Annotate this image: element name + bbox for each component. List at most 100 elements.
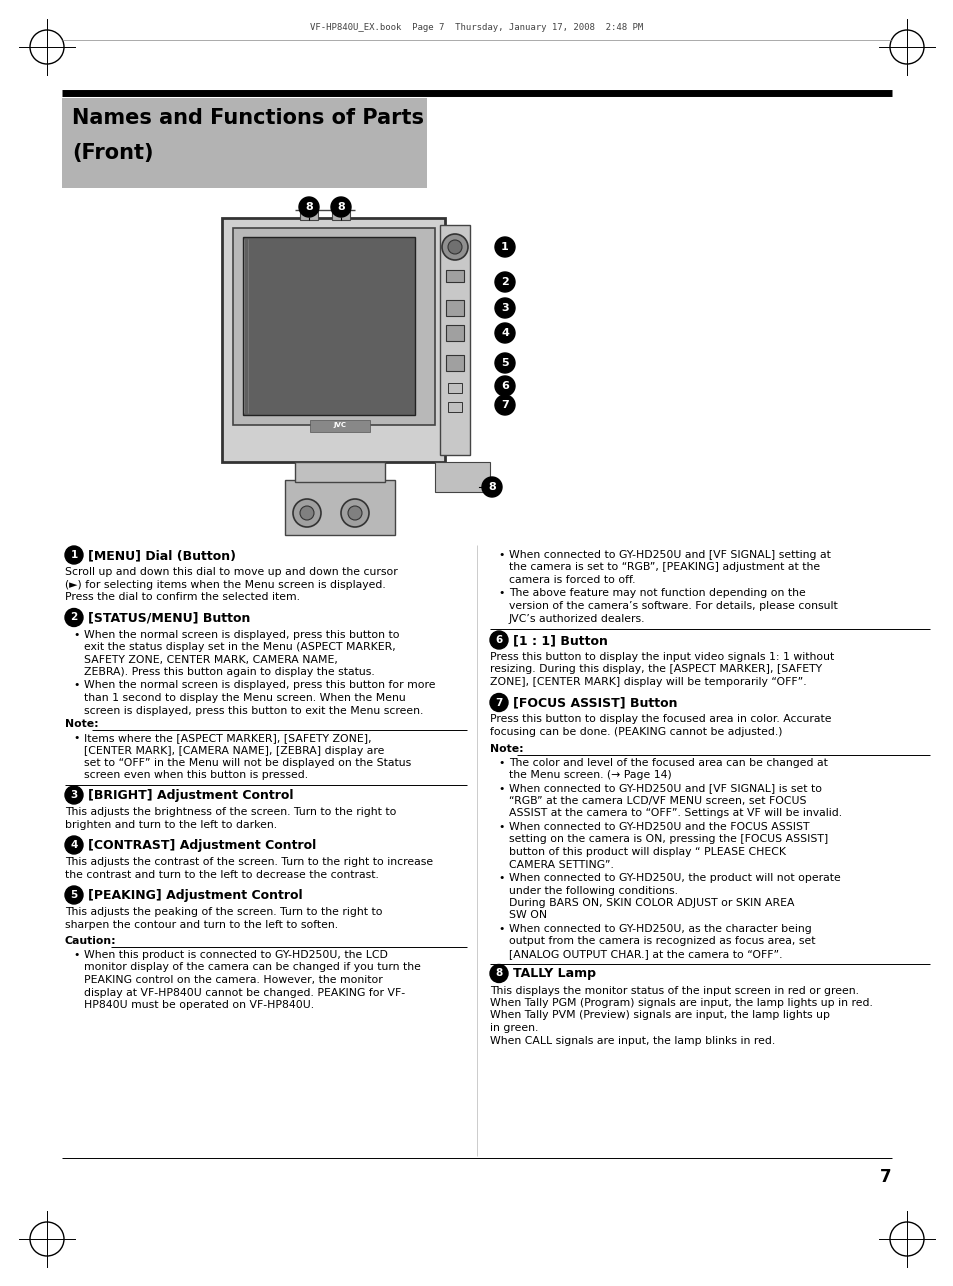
- Text: •: •: [497, 550, 504, 559]
- Text: Press the dial to confirm the selected item.: Press the dial to confirm the selected i…: [65, 592, 299, 602]
- Text: in green.: in green.: [490, 1022, 537, 1033]
- Text: 4: 4: [71, 840, 77, 850]
- Text: The color and level of the focused area can be changed at: The color and level of the focused area …: [509, 757, 827, 768]
- Text: [BRIGHT] Adjustment Control: [BRIGHT] Adjustment Control: [88, 790, 294, 802]
- Circle shape: [490, 631, 507, 649]
- Text: [FOCUS ASSIST] Button: [FOCUS ASSIST] Button: [513, 697, 677, 710]
- Text: When this product is connected to GY-HD250U, the LCD: When this product is connected to GY-HD2…: [84, 950, 388, 961]
- Text: 8: 8: [305, 202, 313, 212]
- Text: CAMERA SETTING”.: CAMERA SETTING”.: [509, 859, 613, 869]
- Text: Note:: Note:: [490, 743, 523, 754]
- Text: brighten and turn to the left to darken.: brighten and turn to the left to darken.: [65, 819, 276, 829]
- Text: version of the camera’s software. For details, please consult: version of the camera’s software. For de…: [509, 601, 837, 611]
- Bar: [243, 237, 415, 415]
- Text: 1: 1: [500, 242, 508, 252]
- Circle shape: [495, 323, 515, 343]
- Text: When Tally PVM (Preview) signals are input, the lamp lights up: When Tally PVM (Preview) signals are inp…: [490, 1011, 829, 1021]
- Text: SW ON: SW ON: [509, 910, 547, 921]
- Circle shape: [495, 352, 515, 373]
- Bar: [446, 325, 463, 341]
- Text: display at VF-HP840U cannot be changed. PEAKING for VF-: display at VF-HP840U cannot be changed. …: [84, 988, 405, 998]
- Text: ASSIST at the camera to “OFF”. Settings at VF will be invalid.: ASSIST at the camera to “OFF”. Settings …: [509, 809, 841, 818]
- Circle shape: [65, 786, 83, 804]
- Text: 7: 7: [500, 400, 508, 410]
- Text: TALLY Lamp: TALLY Lamp: [513, 967, 596, 980]
- Text: “RGB” at the camera LCD/VF MENU screen, set FOCUS: “RGB” at the camera LCD/VF MENU screen, …: [509, 796, 805, 806]
- Text: •: •: [73, 733, 79, 743]
- Circle shape: [65, 886, 83, 904]
- Text: the camera is set to “RGB”, [PEAKING] adjustment at the: the camera is set to “RGB”, [PEAKING] ad…: [509, 562, 820, 572]
- Bar: [439, 225, 470, 455]
- Text: than 1 second to display the Menu screen. When the Menu: than 1 second to display the Menu screen…: [84, 693, 405, 703]
- Circle shape: [441, 234, 468, 260]
- Circle shape: [495, 273, 515, 292]
- Text: When the normal screen is displayed, press this button to: When the normal screen is displayed, pre…: [84, 630, 399, 639]
- Text: 4: 4: [500, 328, 508, 338]
- Text: 5: 5: [71, 890, 77, 900]
- Bar: [435, 462, 490, 493]
- Text: 8: 8: [336, 202, 345, 212]
- Text: The above feature may not function depending on the: The above feature may not function depen…: [509, 589, 805, 598]
- Text: •: •: [73, 680, 79, 691]
- Bar: [285, 480, 395, 535]
- Text: [MENU] Dial (Button): [MENU] Dial (Button): [88, 549, 235, 562]
- Bar: [299, 210, 317, 220]
- Text: 3: 3: [500, 303, 508, 312]
- Circle shape: [495, 376, 515, 396]
- Circle shape: [448, 240, 461, 255]
- Text: set to “OFF” in the Menu will not be displayed on the Status: set to “OFF” in the Menu will not be dis…: [84, 757, 411, 768]
- Text: screen is displayed, press this button to exit the Menu screen.: screen is displayed, press this button t…: [84, 706, 423, 715]
- Text: •: •: [497, 757, 504, 768]
- Text: 2: 2: [71, 612, 77, 622]
- Text: ZEBRA). Press this button again to display the status.: ZEBRA). Press this button again to displ…: [84, 667, 375, 676]
- Bar: [448, 383, 461, 394]
- Text: (Front): (Front): [71, 143, 153, 163]
- Text: This adjusts the contrast of the screen. Turn to the right to increase: This adjusts the contrast of the screen.…: [65, 856, 433, 867]
- Text: Caution:: Caution:: [65, 936, 116, 946]
- Text: 7: 7: [880, 1168, 891, 1186]
- Text: resizing. During this display, the [ASPECT MARKER], [SAFETY: resizing. During this display, the [ASPE…: [490, 665, 821, 674]
- Bar: [446, 355, 463, 370]
- Circle shape: [65, 547, 83, 565]
- Circle shape: [299, 505, 314, 520]
- Text: Names and Functions of Parts: Names and Functions of Parts: [71, 108, 423, 129]
- Text: [STATUS/MENU] Button: [STATUS/MENU] Button: [88, 612, 250, 625]
- Text: •: •: [497, 783, 504, 793]
- Circle shape: [490, 964, 507, 983]
- Text: When connected to GY-HD250U, the product will not operate: When connected to GY-HD250U, the product…: [509, 873, 840, 883]
- Circle shape: [495, 395, 515, 415]
- Text: setting on the camera is ON, pressing the [FOCUS ASSIST]: setting on the camera is ON, pressing th…: [509, 835, 827, 845]
- Text: [CONTRAST] Adjustment Control: [CONTRAST] Adjustment Control: [88, 838, 315, 853]
- Text: •: •: [73, 630, 79, 639]
- Bar: [233, 228, 435, 424]
- Text: When connected to GY-HD250U, as the character being: When connected to GY-HD250U, as the char…: [509, 925, 811, 934]
- Circle shape: [495, 237, 515, 257]
- Text: ZONE], [CENTER MARK] display will be temporarily “OFF”.: ZONE], [CENTER MARK] display will be tem…: [490, 676, 806, 687]
- Circle shape: [348, 505, 361, 520]
- Text: 2: 2: [500, 276, 508, 287]
- Text: HP840U must be operated on VF-HP840U.: HP840U must be operated on VF-HP840U.: [84, 1001, 314, 1010]
- Text: Items where the [ASPECT MARKER], [SAFETY ZONE],: Items where the [ASPECT MARKER], [SAFETY…: [84, 733, 372, 743]
- Text: Scroll up and down this dial to move up and down the cursor: Scroll up and down this dial to move up …: [65, 567, 397, 577]
- Bar: [222, 219, 444, 462]
- Text: [CENTER MARK], [CAMERA NAME], [ZEBRA] display are: [CENTER MARK], [CAMERA NAME], [ZEBRA] di…: [84, 746, 384, 755]
- Text: This adjusts the peaking of the screen. Turn to the right to: This adjusts the peaking of the screen. …: [65, 907, 382, 917]
- Bar: [446, 270, 463, 282]
- Circle shape: [293, 499, 320, 527]
- Text: When connected to GY-HD250U and [VF SIGNAL] setting at: When connected to GY-HD250U and [VF SIGN…: [509, 550, 830, 559]
- Text: [ANALOG OUTPUT CHAR.] at the camera to “OFF”.: [ANALOG OUTPUT CHAR.] at the camera to “…: [509, 949, 781, 959]
- Text: camera is forced to off.: camera is forced to off.: [509, 575, 635, 585]
- Bar: [310, 421, 370, 432]
- Text: During BARS ON, SKIN COLOR ADJUST or SKIN AREA: During BARS ON, SKIN COLOR ADJUST or SKI…: [509, 898, 794, 908]
- Text: under the following conditions.: under the following conditions.: [509, 886, 678, 895]
- Text: button of this product will display “ PLEASE CHECK: button of this product will display “ PL…: [509, 847, 785, 856]
- Text: the Menu screen. (→ Page 14): the Menu screen. (→ Page 14): [509, 770, 671, 781]
- Text: exit the status display set in the Menu (ASPECT MARKER,: exit the status display set in the Menu …: [84, 642, 395, 652]
- Circle shape: [490, 693, 507, 711]
- Text: This displays the monitor status of the input screen in red or green.: This displays the monitor status of the …: [490, 985, 858, 995]
- Text: •: •: [497, 589, 504, 598]
- Text: monitor display of the camera can be changed if you turn the: monitor display of the camera can be cha…: [84, 962, 420, 972]
- Text: screen even when this button is pressed.: screen even when this button is pressed.: [84, 770, 308, 781]
- Circle shape: [495, 298, 515, 318]
- Text: 7: 7: [495, 697, 502, 707]
